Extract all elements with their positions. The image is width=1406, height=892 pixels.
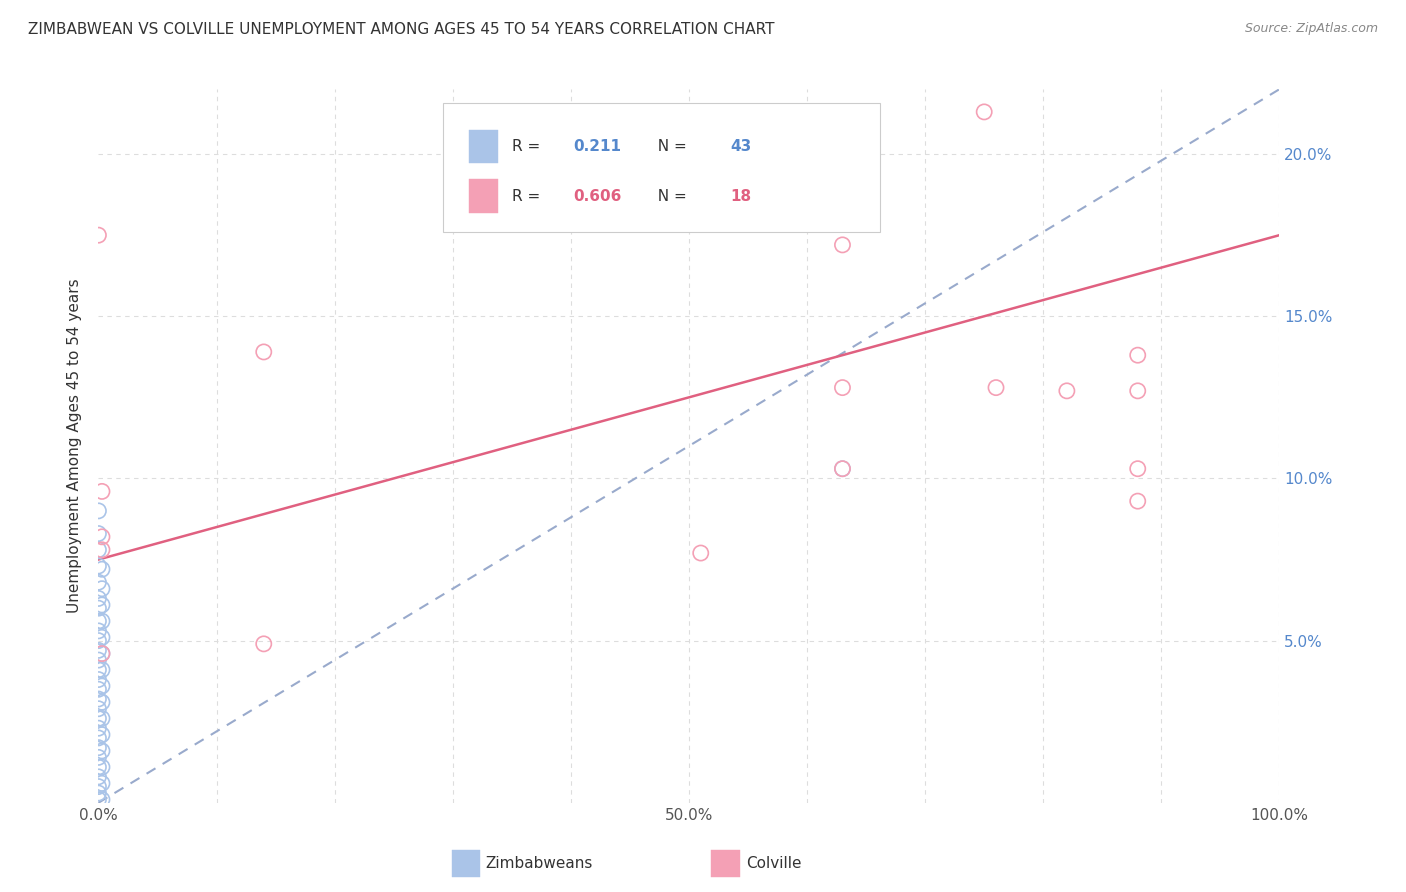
Point bbox=[87, 692, 110, 706]
Text: ZIMBABWEAN VS COLVILLE UNEMPLOYMENT AMONG AGES 45 TO 54 YEARS CORRELATION CHART: ZIMBABWEAN VS COLVILLE UNEMPLOYMENT AMON… bbox=[28, 22, 775, 37]
Point bbox=[87, 663, 110, 677]
Point bbox=[91, 598, 114, 612]
Point bbox=[87, 770, 110, 784]
Text: N =: N = bbox=[648, 139, 692, 153]
Point bbox=[1126, 461, 1149, 475]
FancyBboxPatch shape bbox=[443, 103, 880, 232]
Point bbox=[253, 345, 276, 359]
Point bbox=[87, 575, 110, 590]
Text: Colville: Colville bbox=[745, 856, 801, 871]
Point bbox=[91, 711, 114, 725]
Text: Source: ZipAtlas.com: Source: ZipAtlas.com bbox=[1244, 22, 1378, 36]
Point bbox=[87, 750, 110, 764]
Point bbox=[87, 780, 110, 794]
Point bbox=[831, 381, 853, 395]
Point bbox=[1056, 384, 1078, 398]
Text: Zimbabweans: Zimbabweans bbox=[486, 856, 593, 871]
Point bbox=[91, 647, 114, 661]
Point bbox=[87, 542, 110, 557]
Point bbox=[91, 744, 114, 758]
Point bbox=[87, 653, 110, 667]
Point bbox=[87, 614, 110, 628]
Point bbox=[87, 682, 110, 697]
Point bbox=[91, 562, 114, 576]
Point bbox=[87, 731, 110, 745]
Point bbox=[91, 728, 114, 742]
Point bbox=[973, 104, 995, 119]
Point bbox=[831, 461, 853, 475]
Point bbox=[87, 702, 110, 716]
Point bbox=[91, 679, 114, 693]
Point bbox=[1126, 348, 1149, 362]
Point bbox=[87, 591, 110, 606]
Point bbox=[91, 647, 114, 661]
Point bbox=[87, 711, 110, 725]
Point bbox=[91, 530, 114, 544]
Text: R =: R = bbox=[512, 139, 546, 153]
Point bbox=[831, 238, 853, 252]
Point bbox=[1126, 384, 1149, 398]
Text: 18: 18 bbox=[730, 189, 751, 203]
Point bbox=[984, 381, 1007, 395]
Point bbox=[87, 504, 110, 518]
Point bbox=[91, 484, 114, 499]
Point bbox=[87, 624, 110, 638]
Point bbox=[87, 559, 110, 574]
Point bbox=[87, 760, 110, 774]
Point bbox=[91, 614, 114, 628]
Text: N =: N = bbox=[648, 189, 692, 203]
Point bbox=[91, 582, 114, 596]
Point bbox=[91, 792, 114, 806]
Point bbox=[91, 663, 114, 677]
Point bbox=[87, 740, 110, 755]
Point bbox=[91, 760, 114, 774]
FancyBboxPatch shape bbox=[470, 129, 498, 163]
Point bbox=[91, 695, 114, 709]
FancyBboxPatch shape bbox=[470, 179, 498, 213]
Point bbox=[87, 721, 110, 735]
Point bbox=[87, 673, 110, 687]
Point bbox=[1126, 494, 1149, 508]
Text: 0.211: 0.211 bbox=[574, 139, 621, 153]
Point bbox=[87, 601, 110, 615]
Point bbox=[831, 461, 853, 475]
Point bbox=[91, 542, 114, 557]
Point bbox=[253, 637, 276, 651]
FancyBboxPatch shape bbox=[451, 850, 479, 877]
FancyBboxPatch shape bbox=[711, 850, 740, 877]
Point bbox=[87, 633, 110, 648]
Point bbox=[91, 631, 114, 645]
Text: 0.606: 0.606 bbox=[574, 189, 621, 203]
Point bbox=[87, 786, 110, 800]
Text: R =: R = bbox=[512, 189, 546, 203]
Point bbox=[87, 643, 110, 657]
Point bbox=[87, 526, 110, 541]
Y-axis label: Unemployment Among Ages 45 to 54 years: Unemployment Among Ages 45 to 54 years bbox=[67, 278, 83, 614]
Point bbox=[87, 228, 110, 243]
Text: 43: 43 bbox=[730, 139, 752, 153]
Point bbox=[689, 546, 711, 560]
Point bbox=[87, 792, 110, 806]
Point bbox=[91, 776, 114, 790]
